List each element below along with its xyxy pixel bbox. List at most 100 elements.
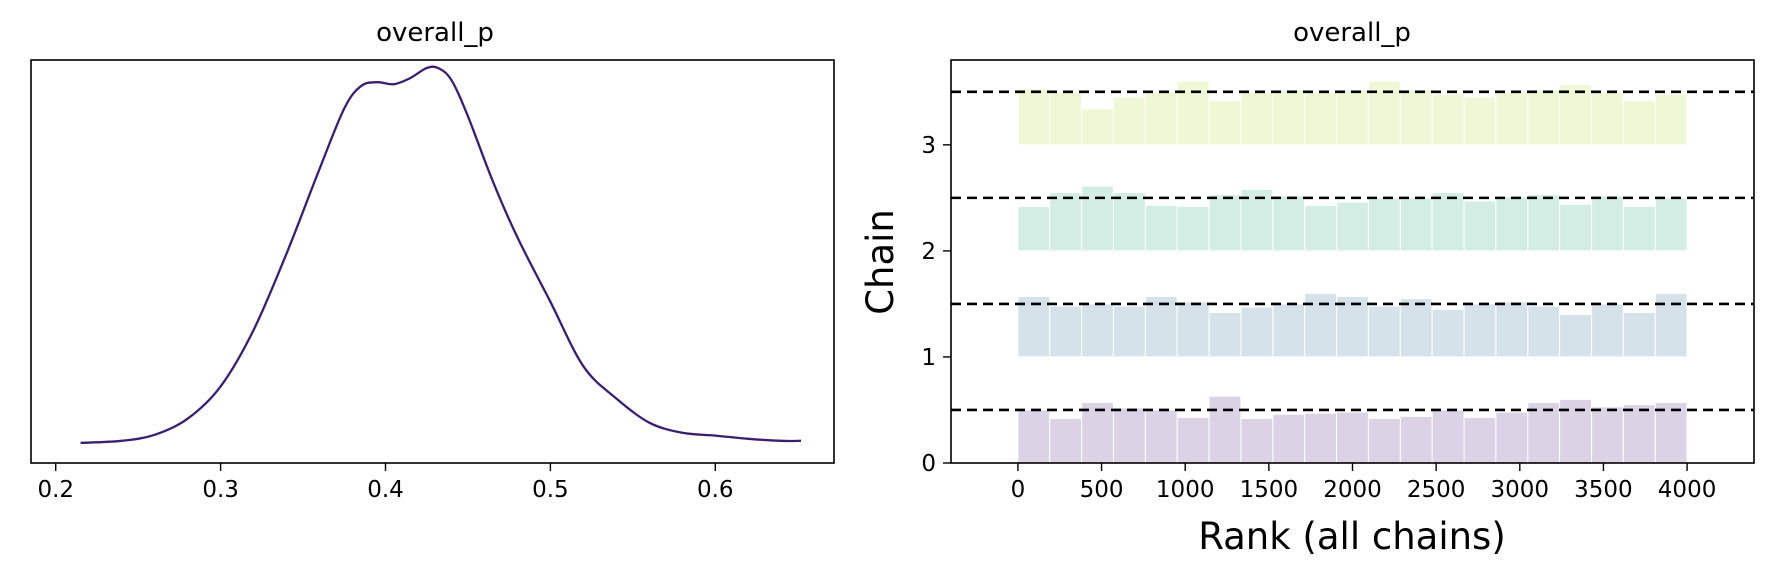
rank-bar <box>1495 411 1529 464</box>
rank-bar <box>1527 402 1561 464</box>
y-tick-label: 2 <box>921 239 936 265</box>
rank-bar <box>1112 96 1146 146</box>
rank-bar <box>1463 416 1497 464</box>
rank-bar <box>1399 197 1433 252</box>
rank-bar <box>1208 311 1242 358</box>
rank-bar <box>1495 196 1529 252</box>
rank-bar <box>1304 412 1338 464</box>
rank-bar <box>1399 415 1433 464</box>
rank-bar <box>1367 417 1401 464</box>
kde-plot-title: overall_p <box>376 18 494 48</box>
rank-bar <box>1654 197 1688 252</box>
rank-bar <box>1559 203 1593 252</box>
rank-plot-frame <box>950 59 1755 464</box>
rank-bar <box>1144 91 1178 146</box>
rank-bar <box>1431 93 1465 146</box>
rank-bar <box>1049 91 1083 146</box>
rank-bar <box>1591 91 1624 146</box>
rank-bar <box>1559 314 1593 358</box>
rank-bar <box>1272 195 1306 252</box>
rank-bar <box>1272 89 1306 146</box>
rank-bar <box>1017 409 1051 464</box>
rank-bar <box>1144 295 1178 358</box>
rank-bar <box>1272 303 1306 358</box>
rank-bar <box>1367 197 1401 252</box>
kde-plot-area: 0.2 0.3 0.4 0.5 0.6 <box>37 65 802 503</box>
rank-bar <box>1399 89 1433 146</box>
rank-bar <box>1591 303 1624 358</box>
x-tick-label: 0.3 <box>202 477 239 503</box>
rank-bar <box>1240 417 1274 464</box>
y-tick-label: 1 <box>921 345 936 371</box>
x-tick-label: 2000 <box>1323 477 1382 503</box>
rank-bar <box>1144 409 1178 464</box>
rank-plot-area: 0 500 1000 1500 2000 2500 3000 3500 4000 0 1 2 3 <box>921 80 1754 503</box>
x-tick-label: 1500 <box>1240 477 1299 503</box>
x-tick-label: 3500 <box>1574 477 1633 503</box>
x-tick-label: 1000 <box>1156 477 1215 503</box>
x-tick-label: 0.2 <box>37 477 74 503</box>
rank-plot-title: overall_p <box>1293 18 1411 48</box>
rank-bar <box>1431 308 1465 358</box>
rank-bar <box>1081 108 1114 146</box>
rank-bar <box>1336 201 1369 252</box>
rank-bar <box>1431 409 1465 464</box>
x-tick-label: 500 <box>1080 477 1124 503</box>
rank-bar <box>1112 192 1146 252</box>
x-tick-label: 0.4 <box>367 477 404 503</box>
kde-plot-frame <box>30 59 835 464</box>
rank-bar <box>1431 192 1465 252</box>
rank-bar <box>1304 91 1338 146</box>
rank-bar <box>1017 205 1051 252</box>
rank-bar <box>1049 192 1083 252</box>
rank-bar <box>1336 411 1369 464</box>
rank-bar <box>1399 298 1433 358</box>
rank-bar <box>1176 416 1210 464</box>
rank-bar <box>1336 89 1369 146</box>
rank-bar <box>1463 303 1497 358</box>
x-tick-label: 0.6 <box>697 477 734 503</box>
rank-bar <box>1559 83 1593 146</box>
rank-bar <box>1463 96 1497 146</box>
x-tick-label: 0 <box>1011 477 1026 503</box>
rank-bar <box>1176 301 1210 358</box>
rank-bar <box>1527 194 1561 252</box>
rank-bar <box>1463 200 1497 252</box>
rank-bar <box>1367 305 1401 358</box>
rank-bar <box>1049 417 1083 464</box>
rank-bar <box>1208 395 1242 464</box>
kde-density-line <box>80 65 802 445</box>
rank-bar <box>1240 306 1274 358</box>
rank-bar <box>1336 295 1369 358</box>
rank-bar <box>1304 204 1338 252</box>
x-tick-label: 3000 <box>1491 477 1550 503</box>
rank-bar <box>1112 407 1146 464</box>
rank-bar <box>1017 88 1051 146</box>
rank-bar <box>1622 404 1656 464</box>
y-tick-label: 3 <box>921 133 936 159</box>
rank-bar <box>1591 406 1624 464</box>
x-tick-label: 4000 <box>1658 477 1717 503</box>
kde-plot-panel: overall_p 0.2 0.3 0.4 0.5 0.6 <box>30 18 835 503</box>
rank-bar <box>1654 402 1688 464</box>
rank-bar <box>1591 195 1624 252</box>
rank-bar <box>1208 99 1242 146</box>
rank-bar <box>1208 194 1242 252</box>
rank-bar <box>1527 305 1561 358</box>
rank-plot-panel: overall_p 0 500 1000 1500 2000 2500 3000 3500 40… <box>859 18 1755 558</box>
rank-bar <box>1049 305 1083 358</box>
rank-bar <box>1112 305 1146 358</box>
rank-bar <box>1622 99 1656 146</box>
rank-plot-x-axis-label: Rank (all chains) <box>1198 515 1506 558</box>
rank-bar <box>1495 91 1529 146</box>
rank-bar <box>1081 402 1114 464</box>
rank-bar <box>1240 91 1274 146</box>
rank-bar <box>1304 292 1338 358</box>
rank-plot-y-axis-label: Chain <box>859 209 902 315</box>
rank-bar <box>1527 89 1561 146</box>
x-tick-label: 2500 <box>1407 477 1466 503</box>
rank-bar <box>1081 303 1114 358</box>
rank-bar <box>1081 185 1114 252</box>
rank-bar <box>1654 93 1688 146</box>
